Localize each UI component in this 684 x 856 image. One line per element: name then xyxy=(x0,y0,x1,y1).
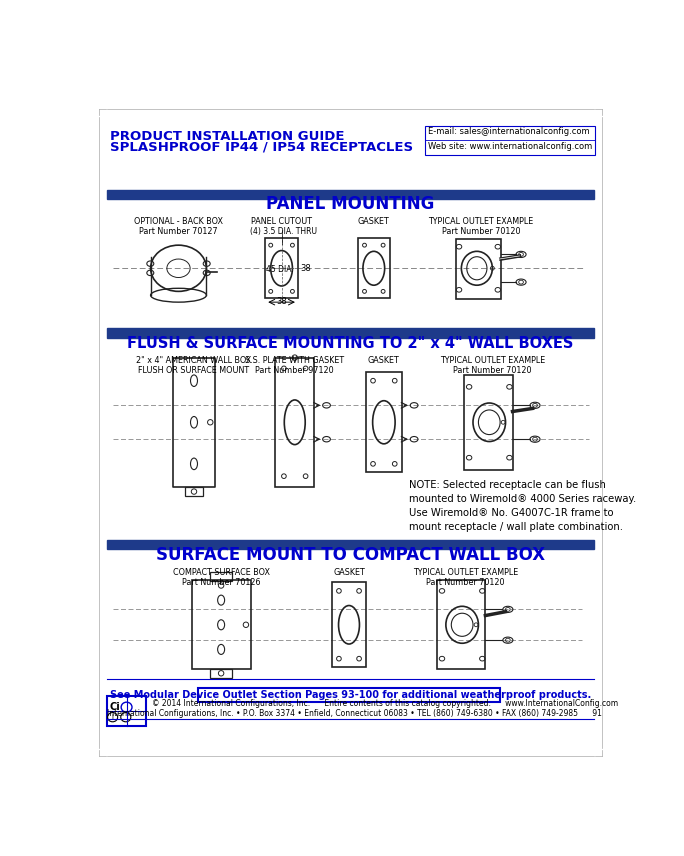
Text: GASKET: GASKET xyxy=(333,568,365,577)
Bar xyxy=(358,238,390,298)
Text: International Configurations, Inc. • P.O. Box 3374 • Enfield, Connecticut 06083 : International Configurations, Inc. • P.O… xyxy=(107,709,602,718)
Bar xyxy=(210,669,232,678)
Text: © 2014 International Configurations, Inc.      Entire contents of this catalog c: © 2014 International Configurations, Inc… xyxy=(152,698,618,708)
Bar xyxy=(464,375,512,470)
Bar xyxy=(185,487,203,496)
Bar xyxy=(366,372,402,473)
Text: FLUSH & SURFACE MOUNTING TO 2" x 4" WALL BOXES: FLUSH & SURFACE MOUNTING TO 2" x 4" WALL… xyxy=(127,336,574,351)
Text: TYPICAL OUTLET EXAMPLE
Part Number 70120: TYPICAL OUTLET EXAMPLE Part Number 70120 xyxy=(440,356,545,376)
Text: PRODUCT INSTALLATION GUIDE: PRODUCT INSTALLATION GUIDE xyxy=(110,130,345,143)
Text: OPTIONAL - BACK BOX
Part Number 70127: OPTIONAL - BACK BOX Part Number 70127 xyxy=(134,217,223,236)
Text: NOTE: Selected receptacle can be flush
mounted to Wiremold® 4000 Series raceway.: NOTE: Selected receptacle can be flush m… xyxy=(410,480,637,532)
Bar xyxy=(276,358,314,487)
Bar xyxy=(332,582,366,667)
Text: 45 DIA.: 45 DIA. xyxy=(266,265,294,274)
Bar xyxy=(107,540,594,550)
Text: GASKET: GASKET xyxy=(368,356,399,365)
Bar xyxy=(425,126,596,155)
Text: i: i xyxy=(111,714,114,720)
Text: PANEL MOUNTING: PANEL MOUNTING xyxy=(266,195,435,213)
Bar xyxy=(107,190,594,199)
Bar xyxy=(437,580,486,669)
Text: See Modular Device Outlet Section Pages 93-100 for additional weatherproof produ: See Modular Device Outlet Section Pages … xyxy=(110,690,591,700)
Text: PANEL CUTOUT: PANEL CUTOUT xyxy=(251,217,312,226)
Bar xyxy=(107,696,146,727)
Text: TYPICAL OUTLET EXAMPLE
Part Number 70120: TYPICAL OUTLET EXAMPLE Part Number 70120 xyxy=(428,217,534,236)
Text: SURFACE MOUNT TO COMPACT WALL BOX: SURFACE MOUNT TO COMPACT WALL BOX xyxy=(156,546,545,564)
Bar xyxy=(210,572,232,581)
Text: TYPICAL OUTLET EXAMPLE
Part Number 70120: TYPICAL OUTLET EXAMPLE Part Number 70120 xyxy=(412,568,518,587)
Text: COMPACT SURFACE BOX
Part Number 70126: COMPACT SURFACE BOX Part Number 70126 xyxy=(172,568,269,587)
Bar xyxy=(265,238,298,298)
Text: 38: 38 xyxy=(276,297,287,306)
Text: 38: 38 xyxy=(300,264,311,273)
Text: E-mail: sales@internationalconfig.com: E-mail: sales@internationalconfig.com xyxy=(428,128,590,136)
Bar xyxy=(107,329,594,337)
Text: (4) 3.5 DIA. THRU: (4) 3.5 DIA. THRU xyxy=(250,227,317,235)
Text: 2" x 4" AMERICAN WALL BOX
FLUSH OR SURFACE MOUNT: 2" x 4" AMERICAN WALL BOX FLUSH OR SURFA… xyxy=(136,356,252,376)
Bar xyxy=(173,358,215,487)
Bar xyxy=(456,239,501,299)
Text: GASKET: GASKET xyxy=(358,217,390,226)
Bar xyxy=(198,688,500,702)
Text: Ci: Ci xyxy=(109,702,120,712)
Bar xyxy=(192,580,250,669)
Text: S.S. PLATE WITH GASKET
Part Number 97120: S.S. PLATE WITH GASKET Part Number 97120 xyxy=(245,356,344,376)
Text: Web site: www.internationalconfig.com: Web site: www.internationalconfig.com xyxy=(428,142,592,152)
Text: SPLASHPROOF IP44 / IP54 RECEPTACLES: SPLASHPROOF IP44 / IP54 RECEPTACLES xyxy=(110,141,413,154)
